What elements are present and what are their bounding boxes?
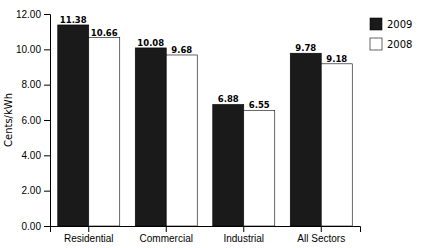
x-tick-mark <box>243 226 244 232</box>
legend-label: 2008 <box>387 39 412 50</box>
legend-label: 2009 <box>387 19 412 30</box>
y-tick-mark <box>44 155 50 156</box>
bar <box>135 48 166 226</box>
data-label: 11.38 <box>60 15 87 25</box>
y-tick: 10.00 <box>16 44 50 55</box>
bar <box>244 110 275 226</box>
y-tick: 12.00 <box>16 9 50 20</box>
y-axis: 0.00 2.00 4.00 6.00 8.00 10.00 12.00 <box>16 9 51 232</box>
y-tick-label: 12.00 <box>16 9 41 20</box>
y-tick: 0.00 <box>22 221 50 232</box>
bar <box>58 25 89 226</box>
x-tick-label: Commercial <box>140 233 193 244</box>
y-tick: 6.00 <box>22 115 50 126</box>
legend-item: 2009 <box>370 18 412 30</box>
x-tick: Residential <box>64 226 113 244</box>
y-axis-title: Cents/kWh <box>3 93 14 147</box>
x-tick-mark <box>321 226 322 232</box>
y-tick-label: 10.00 <box>16 44 41 55</box>
y-tick-mark <box>44 226 50 227</box>
legend-swatch <box>370 18 382 30</box>
bar <box>290 53 321 226</box>
data-label: 9.68 <box>171 45 192 55</box>
x-tick-label: Industrial <box>223 233 264 244</box>
x-tick: All Sectors <box>297 226 345 244</box>
y-tick-label: 2.00 <box>22 185 42 196</box>
bars <box>58 25 353 226</box>
x-axis: Residential Commercial Industrial All Secto… <box>51 226 361 244</box>
x-tick: Industrial <box>223 226 264 244</box>
bar <box>89 38 120 226</box>
y-tick-mark <box>44 85 50 86</box>
legend: 2009 2008 <box>370 18 412 50</box>
y-tick-label: 0.00 <box>22 221 42 232</box>
y-tick-label: 4.00 <box>22 150 42 161</box>
data-label: 10.08 <box>137 38 164 48</box>
y-tick: 4.00 <box>22 150 50 161</box>
y-tick-mark <box>44 14 50 15</box>
x-tick-mark <box>166 226 167 232</box>
bar <box>321 64 352 226</box>
chart: 11.38 10.08 6.88 9.78 10.66 9.68 6.55 9.18 Resid… <box>0 0 426 248</box>
bar <box>213 104 244 226</box>
x-tick-mark <box>88 226 89 232</box>
data-label: 9.18 <box>326 54 347 64</box>
y-tick: 2.00 <box>22 185 50 196</box>
x-tick-label: All Sectors <box>297 233 345 244</box>
data-label: 6.88 <box>218 94 239 104</box>
y-tick-label: 8.00 <box>22 79 42 90</box>
axis-domain <box>51 227 361 233</box>
y-tick: 8.00 <box>22 79 50 90</box>
axis-domain <box>44 15 51 227</box>
x-tick-label: Residential <box>64 233 113 244</box>
data-label: 6.55 <box>249 100 270 110</box>
y-tick-label: 6.00 <box>22 115 42 126</box>
legend-swatch <box>370 38 382 50</box>
y-tick-mark <box>44 120 50 121</box>
data-label: 10.66 <box>91 28 118 38</box>
plot: 11.38 10.08 6.88 9.78 10.66 9.68 6.55 9.18 Resid… <box>16 9 361 244</box>
data-label: 9.78 <box>295 43 316 53</box>
x-tick: Commercial <box>140 226 193 244</box>
bar <box>166 55 197 226</box>
y-tick-mark <box>44 49 50 50</box>
data-labels: 11.38 10.08 6.88 9.78 10.66 9.68 6.55 9.18 <box>60 15 348 110</box>
y-tick-mark <box>44 191 50 192</box>
legend-item: 2008 <box>370 38 412 50</box>
